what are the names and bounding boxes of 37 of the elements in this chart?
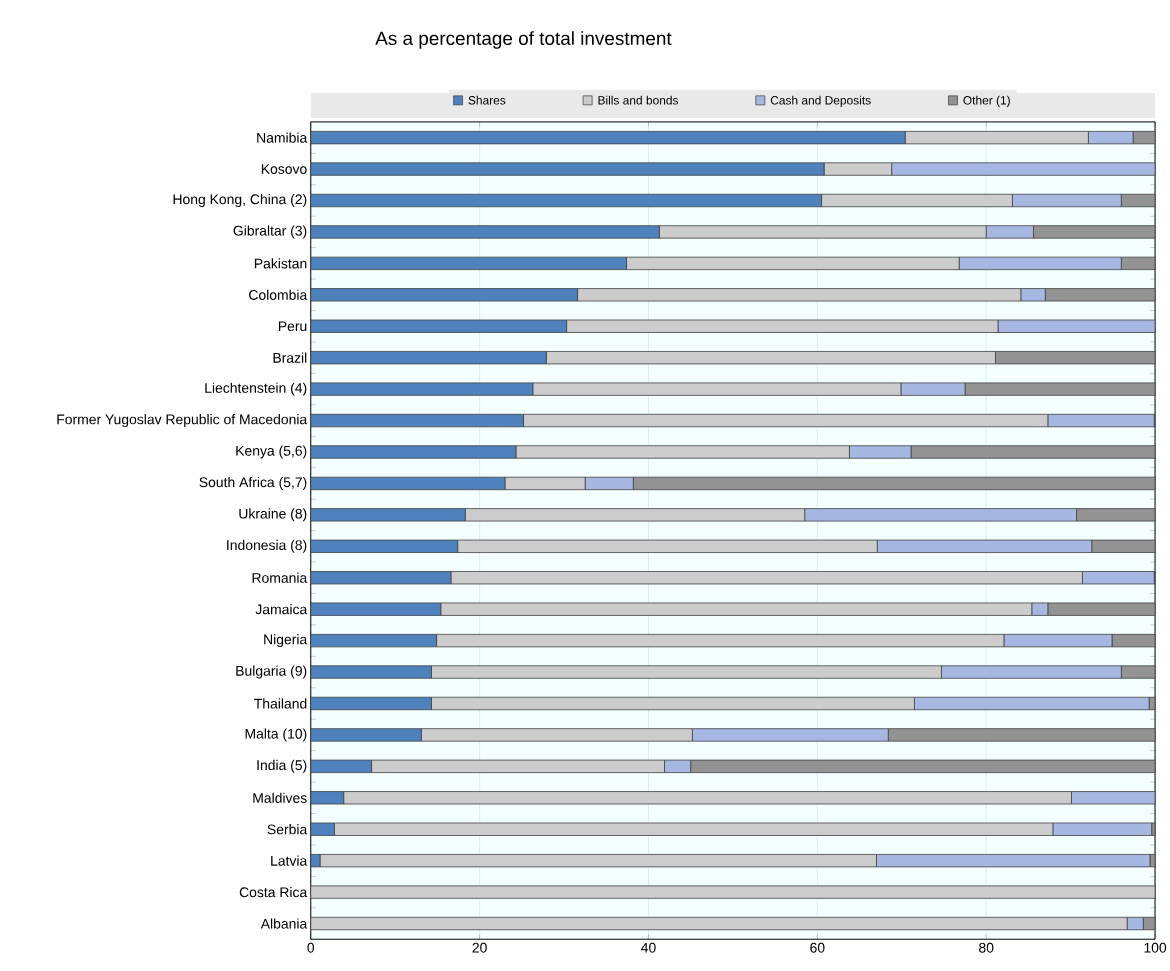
legend-label: Other (1) — [963, 95, 1010, 107]
y-tick-label: India (5) — [257, 759, 307, 773]
y-tick-label: Bulgaria (9) — [236, 665, 307, 679]
y-tick-label: Hong Kong, China (2) — [173, 193, 307, 207]
x-tick-label: 20 — [472, 942, 487, 953]
legend-label: Cash and Deposits — [770, 95, 871, 107]
y-tick-label: Nigeria — [264, 634, 308, 648]
y-tick-label: Indonesia (8) — [227, 539, 307, 553]
y-tick-label: Peru — [278, 321, 307, 332]
legend-label: Bills and bonds — [598, 95, 679, 105]
chart-title: As a percentage of total investment — [375, 31, 672, 49]
x-tick-label: 40 — [641, 942, 656, 953]
y-tick-label: Pakistan — [254, 258, 307, 269]
y-tick-label: Romania — [252, 572, 308, 583]
y-tick-label: Costa Rica — [239, 886, 308, 898]
x-tick-label: 80 — [979, 942, 994, 953]
y-tick-label: Gibraltar (3) — [233, 225, 307, 239]
y-tick-label: Thailand — [254, 698, 307, 709]
y-tick-label: Kenya (5,6) — [236, 445, 307, 459]
x-tick-label: 60 — [810, 942, 825, 953]
legend-label: Shares — [468, 95, 506, 105]
y-tick-label: Jamaica — [255, 603, 308, 615]
y-tick-label: Namibia — [257, 132, 308, 143]
y-tick-label: Former Yugoslav Republic of Macedonia — [57, 413, 308, 427]
y-tick-label: Malta (10) — [245, 728, 307, 742]
y-tick-label: Latvia — [271, 855, 308, 866]
y-tick-label: Albania — [260, 918, 308, 929]
y-tick-label: Liechtenstein (4) — [205, 382, 307, 396]
y-tick-label: Kosovo — [261, 164, 307, 174]
y-tick-label: Ukraine (8) — [239, 508, 307, 522]
x-tick-label: 0 — [307, 942, 315, 953]
x-tick-label: 100 — [1144, 942, 1167, 953]
y-tick-label: Serbia — [267, 824, 308, 835]
y-tick-label: South Africa (5,7) — [199, 476, 307, 490]
y-tick-label: Colombia — [249, 289, 308, 300]
y-tick-label: Maldives — [253, 792, 307, 803]
y-tick-label: Brazil — [273, 352, 307, 363]
